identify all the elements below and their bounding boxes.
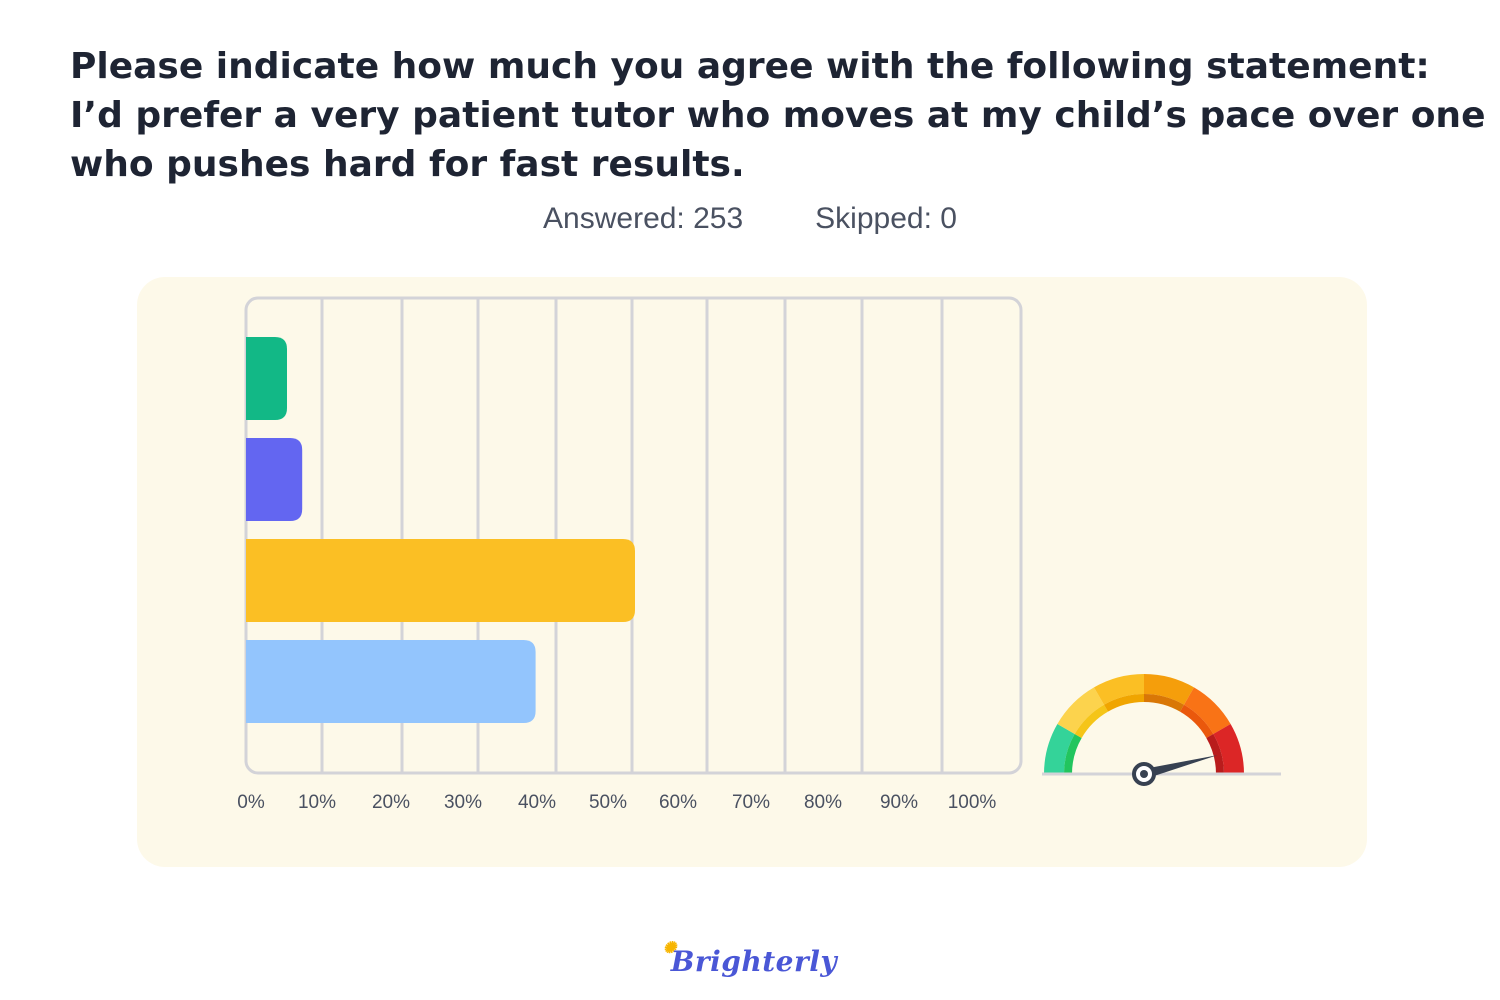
sun-icon: ✺ xyxy=(662,938,677,957)
gauge-segment-inner xyxy=(1104,694,1144,712)
title-line-1: Please indicate how much you agree with … xyxy=(70,46,1430,87)
x-tick-label: 0% xyxy=(237,792,265,813)
x-tick-label: 50% xyxy=(589,792,627,813)
x-tick-label: 20% xyxy=(372,792,410,813)
gauge-segment xyxy=(1144,674,1194,705)
bar xyxy=(246,438,303,521)
x-tick-label: 30% xyxy=(444,792,482,813)
x-tick-label: 40% xyxy=(518,792,556,813)
gauge-segment xyxy=(1057,687,1104,734)
bar xyxy=(246,539,635,622)
gauge-needle xyxy=(1142,755,1218,779)
title-line-3: who pushes hard for fast results. xyxy=(70,144,745,185)
gauge-segment-inner xyxy=(1074,704,1108,738)
bar xyxy=(246,640,536,723)
gauge-segment xyxy=(1044,724,1075,774)
gauge-segment xyxy=(1094,674,1144,705)
x-tick-label: 90% xyxy=(880,792,918,813)
brand-logo: ✺Brighterly xyxy=(0,938,1500,978)
gauge-segment-inner xyxy=(1064,734,1082,774)
bar-chart: 0% 10% 20% 30% 40% 50% 60% 70% 80% 90% 100% xyxy=(237,296,1281,813)
gauge-hub-center xyxy=(1140,770,1148,778)
x-tick-label: 10% xyxy=(298,792,336,813)
gauge-segment-inner xyxy=(1180,704,1214,738)
brand-name: Brighterly xyxy=(670,945,838,978)
response-stats: Answered: 253 Skipped: 0 xyxy=(0,202,1500,236)
bar xyxy=(246,337,287,420)
x-tick-label: 60% xyxy=(659,792,697,813)
x-tick-label: 70% xyxy=(732,792,770,813)
answered-count: Answered: 253 xyxy=(543,202,744,235)
x-tick-label: 80% xyxy=(804,792,842,813)
gauge-segment xyxy=(1213,724,1244,774)
skipped-count: Skipped: 0 xyxy=(815,202,957,235)
gauge-segment-inner xyxy=(1144,694,1184,712)
chart-title: Please indicate how much you agree with … xyxy=(70,42,1486,189)
chart-panel: 0% 10% 20% 30% 40% 50% 60% 70% 80% 90% 100% xyxy=(137,277,1367,867)
x-tick-label: 100% xyxy=(948,792,997,813)
title-line-2: I’d prefer a very patient tutor who move… xyxy=(70,95,1486,136)
gauge-segment-inner xyxy=(1206,734,1224,774)
gauge-segment xyxy=(1184,687,1231,734)
